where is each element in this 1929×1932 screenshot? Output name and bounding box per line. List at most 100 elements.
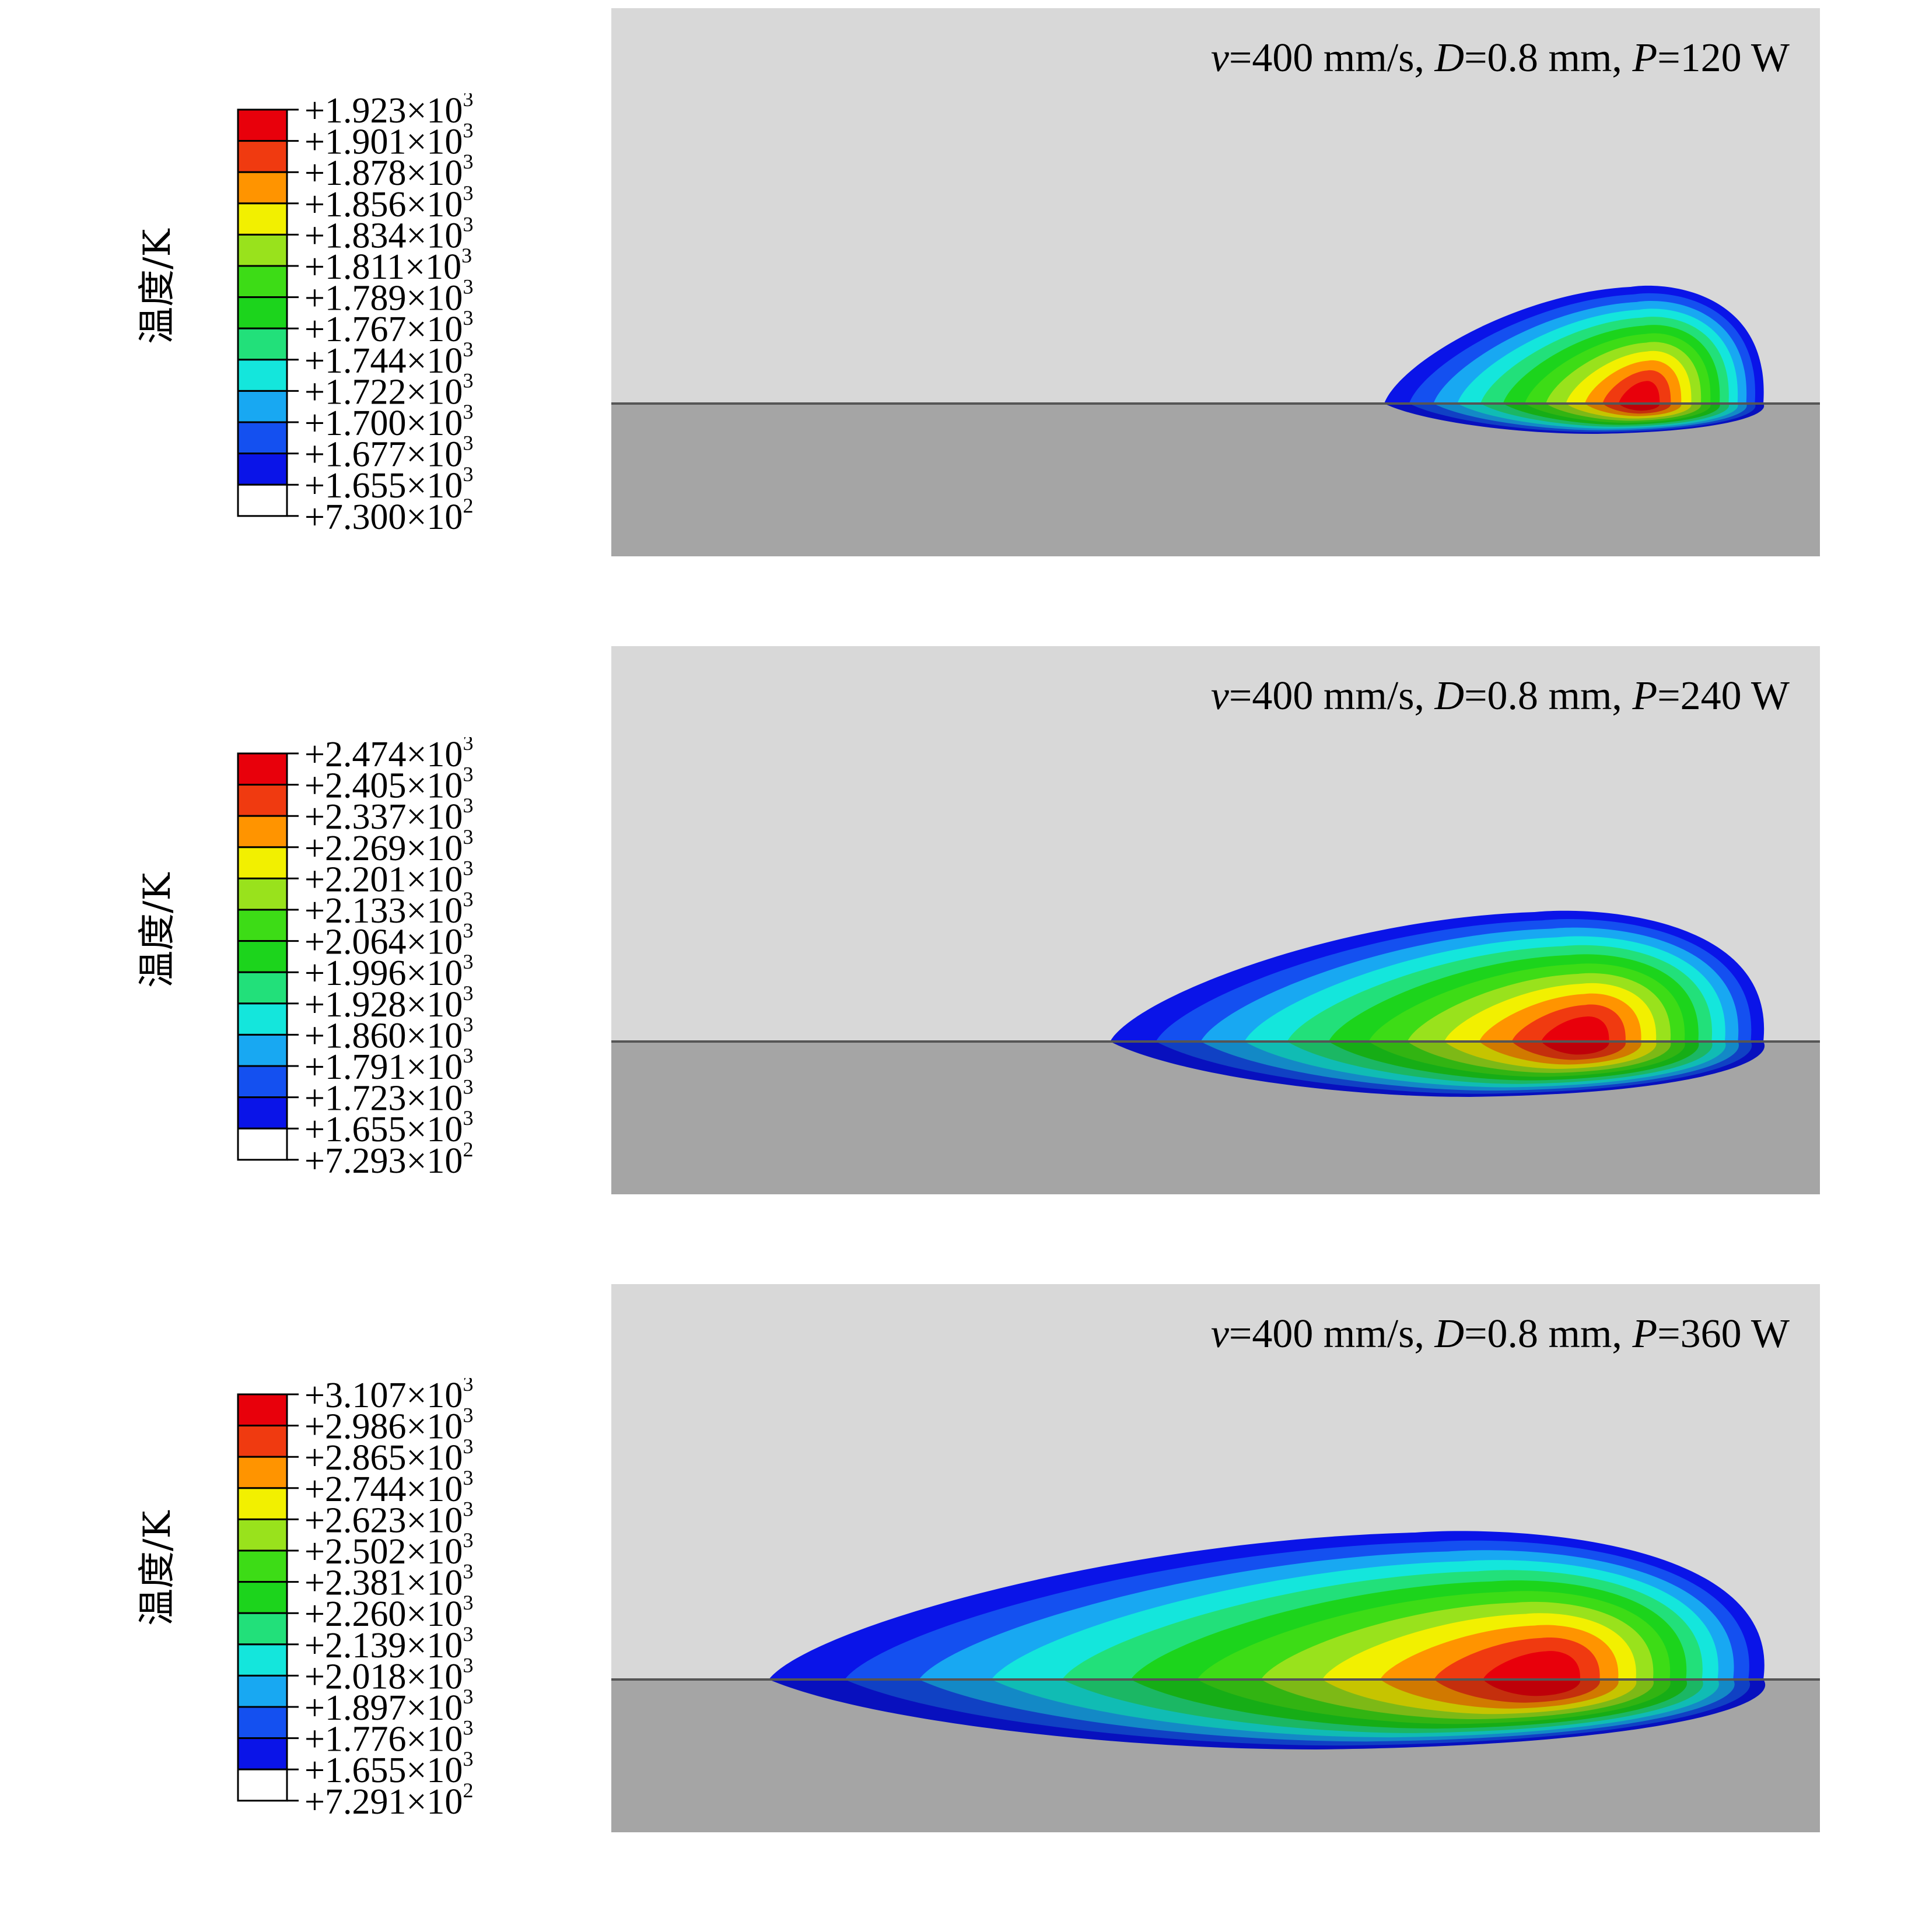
caption-d-symbol: D [1434,1312,1465,1356]
legend-value-label: +1.722×103 [304,369,473,412]
caption-d-value: =0.8 mm, [1464,674,1633,718]
legend-color-cell [237,1706,288,1740]
legend-color-cell [237,784,288,817]
legend-value-exponent: 2 [463,1779,473,1802]
caption-p-symbol: P [1632,1312,1658,1356]
legend-value-exponent: 3 [463,1378,473,1395]
legend-value-label: +1.655×103 [304,1106,473,1149]
legend-value-exponent: 3 [463,1075,473,1099]
legend-value-label: +1.811×103 [304,244,472,287]
legend-value-exponent: 3 [463,1560,473,1583]
legend-color-cell [237,1518,288,1552]
substrate-overlay [769,1679,1766,1749]
caption-d-value: =0.8 mm, [1464,36,1633,80]
melt-pool-plot [611,8,1820,556]
legend-value-label: +3.107×103 [304,1378,473,1415]
legend-color-cell [237,1096,288,1130]
legend-color-cell [237,1065,288,1099]
legend-value-label: +2.474×103 [304,737,473,774]
caption-v-value: =400 mm/s, [1228,1312,1435,1356]
legend-value-exponent: 3 [463,462,473,486]
legend-value-label: +2.381×103 [304,1560,473,1603]
legend-color-cell [237,359,288,392]
melt-pool-plot [611,1284,1820,1832]
legend-value-label: +2.405×103 [304,763,473,806]
legend-value-exponent: 3 [463,275,473,299]
figure-row-3: +3.107×103 +2.986×103 +2.865×103 +2.744×103… [0,1276,1929,1832]
legend-color-cell [237,390,288,423]
legend-value-exponent: 3 [463,856,473,879]
legend-value-label: +7.293×102 [304,1138,473,1181]
legend-value-label: +1.655×103 [304,1747,473,1790]
legend-color-cell [237,171,288,205]
legend-value-exponent: 3 [463,763,473,786]
panel-caption: v=400 mm/s, D=0.8 mm, P=120 W [1211,35,1790,82]
legend-value-exponent: 3 [463,338,473,361]
legend-value-exponent: 3 [463,181,473,205]
panel-caption: v=400 mm/s, D=0.8 mm, P=360 W [1211,1311,1790,1358]
legend-value-exponent: 3 [463,1497,473,1520]
legend-value-exponent: 3 [463,1591,473,1614]
legend: +1.923×103 +1.901×103 +1.878×103 +1.856×103… [87,93,554,647]
legend-value-exponent: 3 [463,119,473,142]
legend-color-cell [237,1581,288,1614]
caption-d-symbol: D [1434,674,1465,718]
legend-color-cell [237,1768,288,1802]
legend-value-exponent: 3 [463,306,473,329]
caption-d-value: =0.8 mm, [1464,1312,1633,1356]
melt-pool-panel: v=400 mm/s, D=0.8 mm, P=120 W [611,8,1820,556]
legend-color-cell [237,940,288,973]
legend-value-exponent: 3 [463,919,473,942]
legend-color-cell [237,202,288,236]
legend-value-exponent: 2 [463,494,473,517]
caption-p-value: =120 W [1657,36,1790,80]
legend-value-label: +7.300×102 [304,494,473,537]
legend-color-cell [237,421,288,455]
legend: +3.107×103 +2.986×103 +2.865×103 +2.744×103… [87,1378,554,1932]
legend-color-cell [237,327,288,361]
legend-value-exponent: 3 [463,737,473,755]
legend-color-cell [237,233,288,267]
legend-value-label: +1.677×103 [304,432,473,475]
legend-value-exponent: 3 [461,244,472,267]
legend-color-cell [237,971,288,1005]
legend-value-label: +1.776×103 [304,1716,473,1759]
legend-value-label: +2.502×103 [304,1528,473,1572]
legend: +2.474×103 +2.405×103 +2.337×103 +2.269×103… [87,737,554,1291]
legend-colorbar: +2.474×103+2.405×103+2.337×103+2.269×103… [237,737,473,1181]
legend-colorbar: +1.923×103+1.901×103+1.878×103+1.856×103… [237,93,473,537]
legend-value-exponent: 3 [463,1653,473,1677]
legend-color-cell [237,1737,288,1770]
legend-value-exponent: 3 [463,212,473,236]
legend-value-label: +1.767×103 [304,306,473,349]
legend-value-label: +1.723×103 [304,1075,473,1118]
legend-color-cell [237,846,288,879]
legend-value-exponent: 3 [463,369,473,392]
melt-pool-panel: v=400 mm/s, D=0.8 mm, P=240 W [611,646,1820,1194]
legend-value-label: +1.878×103 [304,150,473,193]
legend-value-label: +2.865×103 [304,1435,473,1478]
legend-colorbar: +3.107×103+2.986×103+2.865×103+2.744×103… [237,1378,473,1822]
caption-p-value: =360 W [1657,1312,1790,1356]
caption-d-symbol: D [1434,36,1465,80]
legend-value-exponent: 3 [463,794,473,817]
substrate-overlay [1110,1042,1765,1097]
legend-value-label: +2.986×103 [304,1404,473,1447]
legend-color-cell [237,296,288,329]
legend-value-exponent: 3 [463,1106,473,1130]
legend-color-cell [237,1425,288,1458]
legend-color-cell [237,1549,288,1583]
legend-title: 温度/K [136,1510,179,1626]
legend-value-label: +2.260×103 [304,1591,473,1634]
legend-value-exponent: 3 [463,1466,473,1489]
legend-color-cell [237,1033,288,1067]
panel-caption: v=400 mm/s, D=0.8 mm, P=240 W [1211,673,1790,720]
legend-color-cell [237,815,288,848]
figure-row-2: +2.474×103 +2.405×103 +2.337×103 +2.269×103… [0,638,1929,1194]
legend-value-exponent: 3 [463,825,473,848]
legend-value-exponent: 3 [463,1012,473,1036]
legend-value-label: +1.789×103 [304,275,473,318]
legend-value-exponent: 3 [463,432,473,455]
legend-title: 温度/K [136,229,179,344]
legend-value-label: +2.337×103 [304,794,473,837]
